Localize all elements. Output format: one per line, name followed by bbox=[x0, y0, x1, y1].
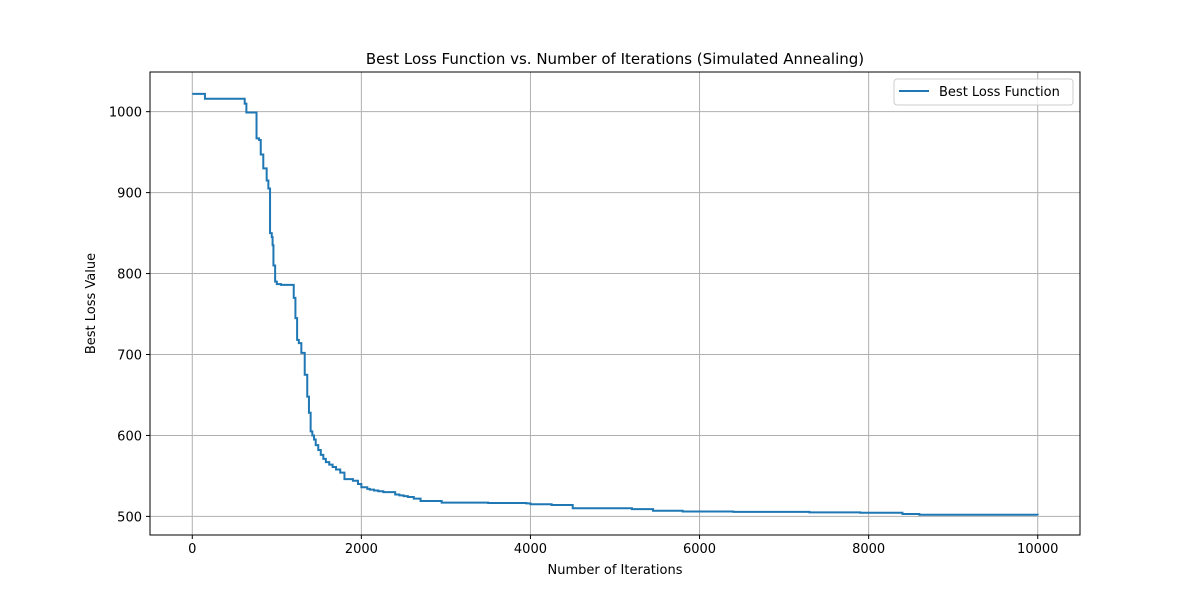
y-tick-label: 500 bbox=[117, 510, 142, 525]
y-axis-label: Best Loss Value bbox=[84, 253, 99, 354]
x-tick-label: 0 bbox=[188, 542, 196, 557]
chart-title: Best Loss Function vs. Number of Iterati… bbox=[366, 50, 864, 68]
x-axis-label: Number of Iterations bbox=[548, 563, 683, 578]
series-layer bbox=[192, 92, 1039, 516]
axis-ticks: 0 2000 4000 6000 8000 10000 500 600 700 800 900 100… bbox=[109, 106, 1059, 557]
x-tick-label: 8000 bbox=[852, 542, 885, 557]
x-tick-label: 10000 bbox=[1017, 542, 1058, 557]
legend-box bbox=[893, 78, 1074, 106]
y-tick-label: 600 bbox=[117, 429, 142, 444]
y-tick-label: 1000 bbox=[109, 106, 142, 121]
x-tick-label: 4000 bbox=[514, 542, 547, 557]
y-tick-label: 900 bbox=[117, 187, 142, 202]
y-tick-label: 700 bbox=[117, 348, 142, 363]
x-tick-label: 6000 bbox=[683, 542, 716, 557]
plot-area-frame bbox=[149, 71, 1081, 536]
x-tick-label: 2000 bbox=[345, 542, 378, 557]
legend-label: Best Loss Function bbox=[939, 85, 1060, 100]
series-line-best-loss bbox=[192, 92, 1039, 516]
legend: Best Loss Function bbox=[893, 78, 1074, 106]
y-tick-label: 800 bbox=[117, 268, 142, 283]
